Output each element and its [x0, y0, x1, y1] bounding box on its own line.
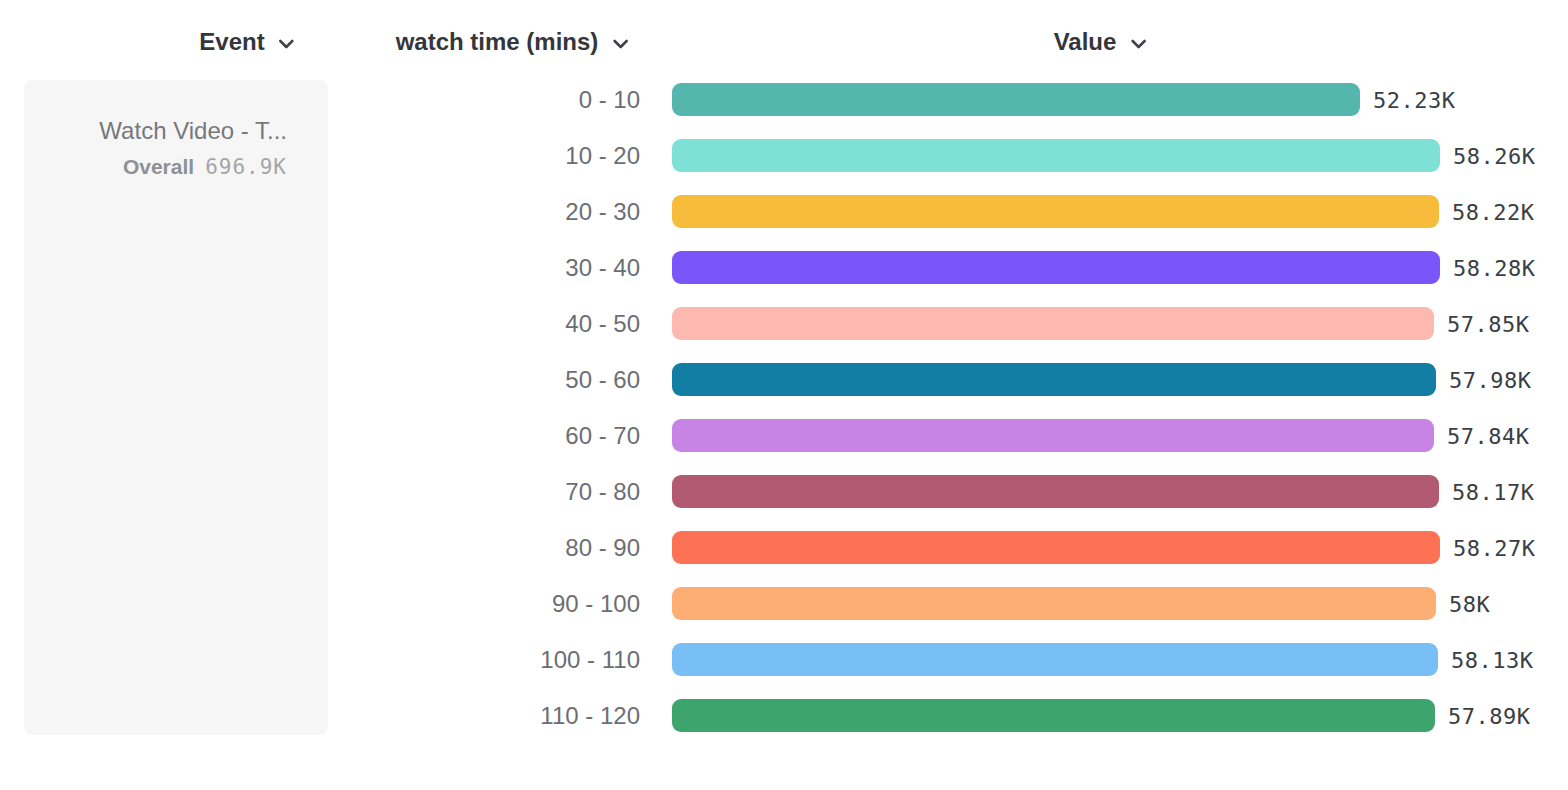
chart-row: 60 - 70 57.84K: [0, 408, 1568, 464]
bin-label: 40 - 50: [0, 310, 640, 338]
value-label: 57.84K: [1447, 424, 1529, 449]
value-label: 58.17K: [1452, 480, 1534, 505]
bar-track: 57.89K: [672, 688, 1568, 744]
bar[interactable]: [672, 587, 1436, 620]
value-column-label: Value: [1054, 28, 1117, 56]
chart-row: 90 - 100 58K: [0, 576, 1568, 632]
chart-row: 70 - 80 58.17K: [0, 464, 1568, 520]
chart-row: 10 - 20 58.26K: [0, 128, 1568, 184]
bar[interactable]: [672, 251, 1440, 284]
bar-track: 57.98K: [672, 352, 1568, 408]
value-label: 58.26K: [1453, 144, 1535, 169]
bar-track: 58K: [672, 576, 1568, 632]
chart-row: 100 - 110 58.13K: [0, 632, 1568, 688]
bar[interactable]: [672, 307, 1434, 340]
bar[interactable]: [672, 643, 1438, 676]
bar[interactable]: [672, 195, 1439, 228]
bar[interactable]: [672, 363, 1436, 396]
bin-label: 0 - 10: [0, 86, 640, 114]
bar[interactable]: [672, 531, 1440, 564]
bar-track: 57.85K: [672, 296, 1568, 352]
bin-label: 20 - 30: [0, 198, 640, 226]
bin-label: 90 - 100: [0, 590, 640, 618]
chart-row: 80 - 90 58.27K: [0, 520, 1568, 576]
chart-row: 40 - 50 57.85K: [0, 296, 1568, 352]
bar-track: 58.13K: [672, 632, 1568, 688]
bar[interactable]: [672, 699, 1435, 732]
bar-track: 58.27K: [672, 520, 1568, 576]
value-label: 58.13K: [1451, 648, 1533, 673]
watch-time-column-dropdown[interactable]: watch time (mins): [396, 28, 629, 56]
bin-label: 70 - 80: [0, 478, 640, 506]
bin-label: 110 - 120: [0, 702, 640, 730]
bin-label: 100 - 110: [0, 646, 640, 674]
value-label: 52.23K: [1373, 88, 1455, 113]
value-label: 57.89K: [1448, 704, 1530, 729]
chart-row: 0 - 10 52.23K: [0, 72, 1568, 128]
watch-time-bar-chart: 0 - 10 52.23K 10 - 20 58.26K 20 - 30 58.…: [0, 72, 1568, 744]
bar-track: 58.28K: [672, 240, 1568, 296]
value-label: 57.85K: [1447, 312, 1529, 337]
event-column-label: Event: [199, 28, 264, 56]
bin-label: 50 - 60: [0, 366, 640, 394]
bar-track: 52.23K: [672, 72, 1568, 128]
bar-track: 57.84K: [672, 408, 1568, 464]
event-column-dropdown[interactable]: Event: [199, 28, 294, 56]
bar[interactable]: [672, 83, 1360, 116]
chart-row: 110 - 120 57.89K: [0, 688, 1568, 744]
bar[interactable]: [672, 419, 1434, 452]
bin-label: 80 - 90: [0, 534, 640, 562]
chart-row: 30 - 40 58.28K: [0, 240, 1568, 296]
value-column-dropdown[interactable]: Value: [1054, 28, 1147, 56]
value-label: 58.22K: [1452, 200, 1534, 225]
bar[interactable]: [672, 139, 1440, 172]
chart-row: 20 - 30 58.22K: [0, 184, 1568, 240]
watch-time-column-label: watch time (mins): [396, 28, 599, 56]
value-label: 58K: [1449, 592, 1490, 617]
value-label: 57.98K: [1449, 368, 1531, 393]
bin-label: 30 - 40: [0, 254, 640, 282]
value-label: 58.27K: [1453, 536, 1535, 561]
bin-label: 10 - 20: [0, 142, 640, 170]
chevron-down-icon: [612, 39, 628, 49]
chart-row: 50 - 60 57.98K: [0, 352, 1568, 408]
bar[interactable]: [672, 475, 1439, 508]
bin-label: 60 - 70: [0, 422, 640, 450]
bar-track: 58.17K: [672, 464, 1568, 520]
chevron-down-icon: [279, 39, 295, 49]
chevron-down-icon: [1130, 39, 1146, 49]
value-label: 58.28K: [1453, 256, 1535, 281]
bar-track: 58.22K: [672, 184, 1568, 240]
bar-track: 58.26K: [672, 128, 1568, 184]
